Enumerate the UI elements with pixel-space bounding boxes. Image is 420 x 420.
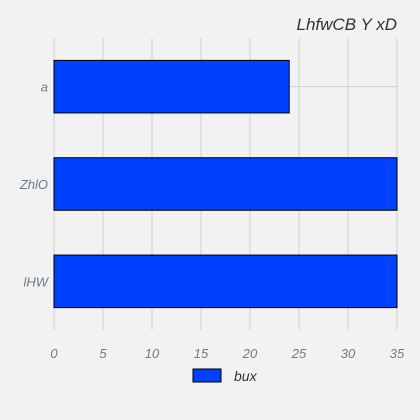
bar-lHW [53, 254, 398, 309]
y-axis-labels: a ZhlO lHW [19, 80, 50, 290]
y-tick-label: a [41, 80, 48, 95]
x-axis-labels: 0 5 10 15 20 25 30 35 [50, 346, 405, 361]
x-tick-label: 10 [145, 346, 160, 361]
legend-label-bux: bux [234, 368, 258, 384]
bar-a [53, 59, 290, 114]
x-tick-label: 25 [291, 346, 307, 361]
x-tick-label: 0 [50, 346, 58, 361]
legend: bux [192, 368, 258, 384]
bars [53, 59, 398, 309]
x-tick-label: 5 [99, 346, 107, 361]
y-tick-label: lHW [23, 274, 49, 289]
y-tick-label: ZhlO [19, 177, 48, 192]
x-tick-label: 35 [390, 346, 405, 361]
bar-ZhlO [53, 157, 398, 211]
chart-title: LhfwCB Y xD [297, 15, 397, 34]
x-tick-label: 30 [341, 346, 356, 361]
legend-swatch-bux [192, 368, 222, 383]
x-tick-label: 20 [242, 346, 258, 361]
x-tick-label: 15 [194, 346, 209, 361]
